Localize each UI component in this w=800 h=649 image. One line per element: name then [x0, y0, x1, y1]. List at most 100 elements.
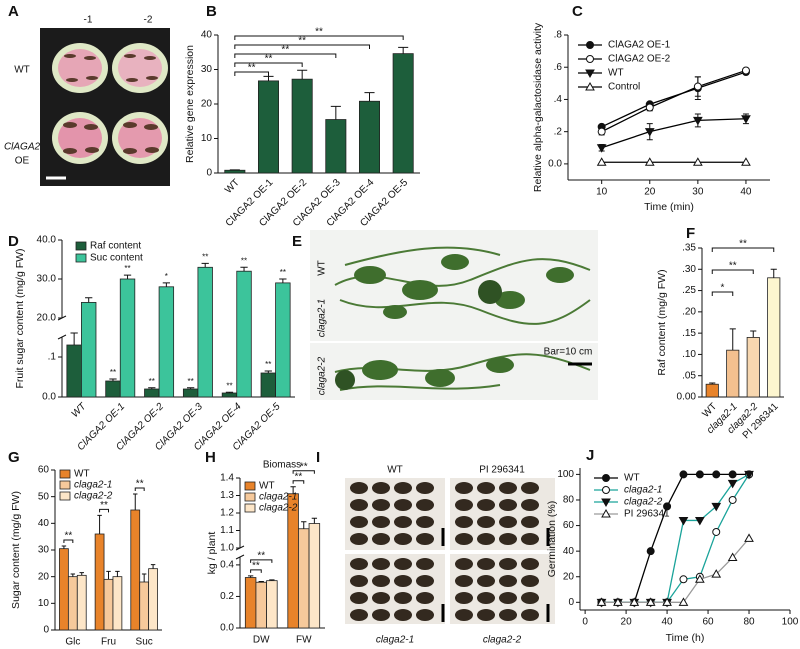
sig-label: **	[265, 360, 271, 369]
seed	[477, 482, 495, 494]
photo-label: WT	[387, 465, 403, 476]
seed	[477, 533, 495, 545]
bar	[94, 533, 105, 631]
seed	[477, 516, 495, 528]
y-axis-label: Raf content (mg/g FW)	[656, 269, 668, 375]
seed	[455, 609, 473, 621]
seed	[455, 592, 473, 604]
seed	[394, 575, 412, 587]
sig-label: **	[64, 531, 72, 542]
panel-letter: H	[205, 449, 216, 466]
panel-letter: F	[686, 225, 695, 242]
bar	[67, 576, 78, 631]
sig-label: **	[124, 264, 130, 273]
seed	[499, 516, 517, 528]
legend-label: WT	[259, 481, 275, 492]
y-tick-label: 1.2	[220, 508, 234, 519]
sig-label: **	[739, 239, 747, 250]
marker	[741, 66, 750, 75]
sig-label: **	[281, 45, 289, 56]
sig-label: **	[252, 561, 260, 572]
sig-bracket	[234, 71, 269, 76]
seed	[521, 482, 539, 494]
y-tick-label: .6	[554, 62, 563, 73]
y-tick-label: 20.0	[37, 313, 57, 324]
sig-label: **	[729, 261, 737, 272]
legend-marker	[585, 69, 595, 79]
marker	[712, 470, 721, 479]
seed	[372, 558, 390, 570]
sig-bracket	[292, 480, 305, 484]
seed	[372, 533, 390, 545]
photo-label: claga2-2	[317, 356, 328, 395]
sig-bracket	[250, 559, 273, 563]
seed	[521, 558, 539, 570]
y-tick-label: 40	[201, 30, 213, 41]
y-tick-label: 0.00	[677, 392, 697, 403]
error-bar	[162, 282, 171, 287]
x-tick-label: 10	[596, 187, 608, 198]
marker	[596, 144, 607, 153]
error-bar	[770, 268, 777, 278]
y-tick-label: 80	[563, 495, 575, 506]
error-bar	[269, 579, 275, 581]
y-tick-label: 1.0	[220, 543, 234, 554]
sig-bracket	[99, 508, 109, 513]
error-bar	[311, 517, 318, 524]
y-axis-label: kg / plant	[206, 532, 218, 575]
x-tick-label: DW	[253, 635, 270, 646]
y-tick-label: 0.2	[220, 591, 234, 602]
y-tick-label: 20	[201, 99, 213, 110]
sig-label: *	[165, 272, 168, 281]
seed	[394, 558, 412, 570]
seed	[477, 609, 495, 621]
bar	[287, 493, 299, 629]
seed	[521, 609, 539, 621]
bar	[266, 580, 278, 629]
seed	[416, 575, 434, 587]
marker	[693, 82, 702, 91]
x-tick-label: FW	[296, 635, 312, 646]
marker	[692, 116, 703, 126]
error-bar	[148, 387, 156, 389]
y-tick-label: 0	[206, 168, 212, 179]
seed	[477, 499, 495, 511]
seed	[394, 609, 412, 621]
bar	[66, 344, 82, 398]
sig-label: **	[226, 381, 232, 390]
y-tick-label: 0.0	[548, 159, 562, 170]
seed	[499, 533, 517, 545]
error-bar	[263, 75, 274, 81]
y-tick-label: 1.1	[220, 525, 234, 536]
legend-label: WT	[608, 68, 624, 79]
sig-bracket	[234, 44, 370, 49]
seed	[499, 592, 517, 604]
legend-label: PI 296341	[624, 509, 670, 520]
sig-label: **	[110, 368, 116, 377]
bar	[255, 581, 267, 629]
marker	[711, 502, 722, 512]
y-tick-label: 10	[201, 133, 213, 144]
error-bar	[750, 330, 757, 338]
marker	[663, 502, 672, 511]
legend-label: Suc content	[90, 253, 143, 264]
sig-bracket	[250, 569, 262, 573]
y-tick-label: 40.0	[37, 235, 57, 246]
y-tick-label: .1	[48, 352, 57, 363]
y-tick-label: 0.4	[220, 560, 234, 571]
marker	[597, 127, 606, 136]
panel-letter: G	[8, 449, 20, 466]
y-tick-label: 40	[563, 546, 575, 557]
error-bar	[133, 493, 138, 510]
bar	[275, 282, 291, 398]
photo-label: ClAGA2	[4, 142, 41, 153]
legend-marker	[602, 474, 610, 482]
seed	[350, 592, 368, 604]
panel-letter: J	[586, 447, 594, 464]
marker	[679, 470, 688, 479]
marker	[645, 103, 654, 112]
seed	[372, 592, 390, 604]
bar	[130, 509, 141, 631]
error-bar	[258, 580, 264, 583]
